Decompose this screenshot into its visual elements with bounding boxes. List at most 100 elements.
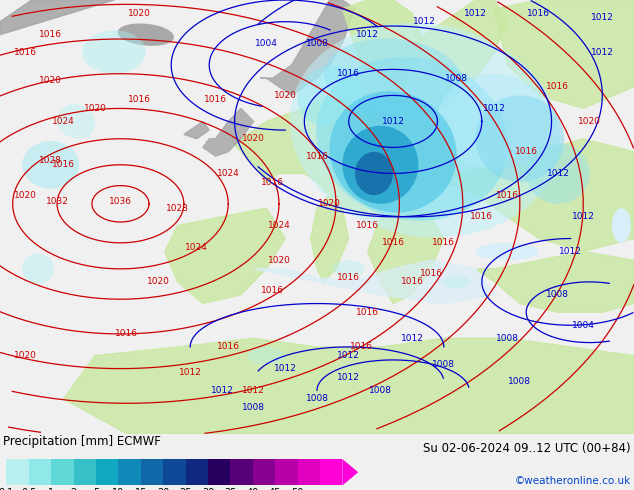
Text: 1020: 1020 [268, 256, 290, 265]
Text: 1024: 1024 [52, 117, 75, 126]
Text: 1020: 1020 [39, 76, 62, 85]
Bar [253, 459, 275, 486]
Text: 1012: 1012 [547, 169, 569, 178]
Text: 1016: 1016 [52, 160, 75, 169]
Text: 1016: 1016 [306, 151, 328, 161]
Polygon shape [0, 0, 114, 35]
Ellipse shape [476, 243, 539, 260]
Bar [275, 459, 297, 486]
Ellipse shape [612, 208, 631, 243]
Text: 1016: 1016 [420, 269, 443, 278]
Ellipse shape [22, 141, 79, 189]
Text: 1028: 1028 [39, 156, 62, 165]
Text: 1028: 1028 [166, 204, 189, 213]
Ellipse shape [22, 254, 54, 284]
Text: 1012: 1012 [242, 386, 265, 395]
Text: 1004: 1004 [255, 39, 278, 48]
Polygon shape [476, 251, 634, 312]
Text: 10: 10 [112, 488, 124, 490]
Text: 1020: 1020 [578, 117, 601, 126]
Bar [208, 459, 230, 486]
Polygon shape [228, 96, 456, 217]
Text: 1012: 1012 [559, 247, 582, 256]
Text: 1008: 1008 [508, 377, 531, 386]
Text: 1016: 1016 [261, 286, 284, 295]
Text: 1008: 1008 [432, 360, 455, 369]
Text: 30: 30 [202, 488, 214, 490]
Bar [29, 459, 51, 486]
Polygon shape [412, 0, 507, 87]
Text: 1008: 1008 [369, 386, 392, 395]
Ellipse shape [342, 126, 418, 204]
Text: 1016: 1016 [350, 343, 373, 351]
Text: 1016: 1016 [470, 212, 493, 221]
Text: 1016: 1016 [261, 178, 284, 187]
Text: 1024: 1024 [268, 221, 290, 230]
Text: 1020: 1020 [318, 199, 341, 208]
Polygon shape [203, 108, 254, 156]
Ellipse shape [437, 74, 552, 169]
Bar [51, 459, 74, 486]
Text: 50: 50 [292, 488, 304, 490]
Ellipse shape [316, 57, 508, 220]
Text: 1020: 1020 [84, 104, 107, 113]
Bar [74, 459, 96, 486]
Ellipse shape [297, 65, 362, 125]
Bar [230, 459, 253, 486]
Polygon shape [431, 139, 634, 251]
Text: 1016: 1016 [356, 221, 379, 230]
Text: 1020: 1020 [242, 134, 265, 143]
Bar [320, 459, 342, 486]
Text: 1012: 1012 [337, 373, 360, 382]
Ellipse shape [57, 104, 95, 139]
Text: 40: 40 [247, 488, 259, 490]
Text: 1020: 1020 [128, 8, 151, 18]
Bar [96, 459, 119, 486]
Text: 1024: 1024 [185, 243, 208, 252]
Text: 1020: 1020 [274, 91, 297, 100]
Text: 1008: 1008 [496, 334, 519, 343]
Text: 1: 1 [48, 488, 54, 490]
Ellipse shape [117, 24, 174, 46]
Text: 1016: 1016 [337, 273, 360, 282]
Text: 1008: 1008 [242, 403, 265, 412]
Ellipse shape [330, 91, 456, 212]
Polygon shape [63, 338, 634, 434]
Text: 20: 20 [157, 488, 169, 490]
Text: 1020: 1020 [14, 351, 37, 360]
Polygon shape [260, 0, 355, 96]
Text: 1012: 1012 [210, 386, 233, 395]
Text: 1012: 1012 [179, 368, 202, 377]
Ellipse shape [476, 96, 564, 182]
Text: 5: 5 [93, 488, 99, 490]
Text: 1012: 1012 [572, 212, 595, 221]
Text: 1012: 1012 [382, 117, 404, 126]
Text: 1016: 1016 [14, 48, 37, 56]
Text: 1016: 1016 [115, 329, 138, 339]
Ellipse shape [324, 38, 462, 118]
Text: 0.1: 0.1 [0, 488, 14, 490]
Text: 1020: 1020 [147, 277, 170, 286]
Text: 1012: 1012 [464, 8, 487, 18]
Text: 1008: 1008 [547, 291, 569, 299]
Polygon shape [342, 459, 358, 486]
Text: 25: 25 [179, 488, 192, 490]
Text: 1016: 1016 [496, 191, 519, 199]
Ellipse shape [290, 23, 560, 238]
Text: 1024: 1024 [217, 169, 240, 178]
Ellipse shape [526, 143, 590, 204]
Text: 1012: 1012 [591, 13, 614, 22]
Text: 1012: 1012 [356, 30, 379, 39]
Text: 1012: 1012 [274, 364, 297, 373]
Bar [163, 459, 186, 486]
Bar [119, 459, 141, 486]
Bar [6, 459, 29, 486]
Polygon shape [311, 195, 349, 282]
Text: 1032: 1032 [46, 197, 68, 206]
Bar [297, 459, 320, 486]
Text: 1016: 1016 [356, 308, 379, 317]
Ellipse shape [247, 347, 285, 364]
Text: 1020: 1020 [14, 191, 37, 199]
Text: 1008: 1008 [306, 394, 328, 403]
Polygon shape [368, 208, 444, 304]
